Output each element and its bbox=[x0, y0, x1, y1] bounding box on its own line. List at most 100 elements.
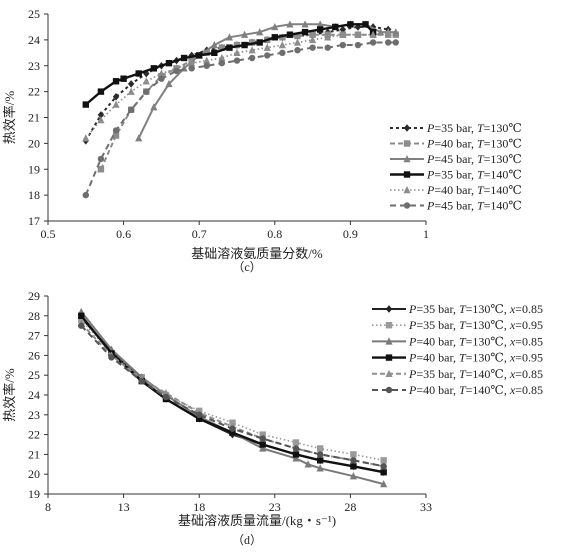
y-axis-label: 热效率/% bbox=[2, 368, 17, 422]
y-tick-label: 28 bbox=[28, 309, 40, 323]
series-6 bbox=[82, 39, 399, 199]
data-point bbox=[180, 54, 188, 62]
legend-entry: P=45 bar, T=130℃ bbox=[390, 152, 522, 166]
series-line bbox=[80, 315, 384, 474]
series-line bbox=[80, 311, 384, 486]
series-5 bbox=[82, 28, 392, 142]
data-point bbox=[301, 20, 309, 28]
data-point bbox=[97, 88, 105, 95]
legend-label: P=40 bar, T=140℃, x=0.85 bbox=[408, 383, 543, 397]
data-point bbox=[271, 22, 279, 31]
data-point bbox=[188, 59, 196, 67]
data-point bbox=[233, 41, 241, 49]
data-point bbox=[82, 101, 89, 108]
legend-entry: P=40 bar, T=130℃, x=0.85 bbox=[372, 334, 543, 348]
data-point bbox=[324, 44, 331, 51]
series-line bbox=[80, 317, 384, 474]
data-point bbox=[316, 451, 324, 458]
series-5 bbox=[77, 319, 388, 470]
x-tick-label: 33 bbox=[420, 500, 432, 514]
y-tick-label: 24 bbox=[28, 33, 40, 47]
data-point bbox=[108, 354, 115, 361]
legend-label: P=45 bar, T=130℃ bbox=[426, 152, 522, 166]
y-tick-label: 18 bbox=[28, 188, 40, 202]
chart-panel-c: 17 18 19 20 21 22 23 24 25 0.5 0.6 0.7 0.8 0.9 1 基础溶液氨质… bbox=[2, 7, 522, 274]
y-tick-label: 20 bbox=[28, 467, 40, 481]
data-point bbox=[157, 69, 165, 77]
y-tick-label: 23 bbox=[28, 59, 40, 73]
data-point bbox=[380, 469, 387, 476]
data-point bbox=[218, 53, 226, 62]
data-point bbox=[120, 75, 127, 82]
series-4 bbox=[78, 312, 387, 476]
y-tick-label: 23 bbox=[28, 408, 40, 422]
legend-marker bbox=[385, 369, 393, 377]
legend-marker bbox=[403, 155, 411, 163]
y-tick-label: 27 bbox=[28, 329, 40, 343]
data-point bbox=[196, 411, 203, 418]
data-point bbox=[138, 377, 145, 385]
legend-marker bbox=[403, 140, 411, 147]
y-tick-label: 24 bbox=[28, 388, 40, 402]
data-point bbox=[150, 65, 158, 72]
x-tick-label: 0.5 bbox=[41, 227, 56, 241]
legend-label: P=40 bar, T=130℃, x=0.95 bbox=[408, 351, 543, 365]
legend-label: P=40 bar, T=140℃ bbox=[426, 183, 522, 197]
data-point bbox=[384, 28, 392, 36]
data-point bbox=[279, 34, 286, 41]
series-line bbox=[99, 33, 396, 170]
legend-marker bbox=[403, 124, 411, 132]
legend-marker bbox=[385, 322, 393, 329]
data-point bbox=[225, 33, 234, 41]
data-point bbox=[316, 445, 324, 452]
x-tick-label: 18 bbox=[193, 500, 205, 514]
data-point bbox=[339, 41, 347, 49]
series-2 bbox=[97, 31, 399, 173]
data-point bbox=[203, 56, 211, 64]
data-point bbox=[196, 52, 203, 59]
y-axis-label: 热效率/% bbox=[2, 91, 17, 145]
data-point bbox=[369, 39, 377, 46]
panel-caption: （c） bbox=[232, 260, 261, 274]
legend-entry: P=45 bar, T=140℃ bbox=[390, 199, 522, 213]
x-tick-label: 0.6 bbox=[116, 227, 131, 241]
series-1 bbox=[78, 313, 387, 477]
data-point bbox=[309, 31, 316, 38]
data-point bbox=[158, 75, 165, 82]
legend-entry: P=35 bar, T=140℃ bbox=[390, 168, 522, 182]
data-point bbox=[377, 28, 385, 36]
data-point bbox=[339, 25, 347, 34]
legend-label: P=35 bar, T=140℃, x=0.85 bbox=[408, 367, 543, 381]
series-line bbox=[80, 319, 384, 462]
data-point bbox=[78, 322, 85, 329]
x-tick-label: 0.7 bbox=[192, 227, 207, 241]
data-point bbox=[362, 21, 369, 28]
series-6 bbox=[78, 322, 387, 470]
series-2 bbox=[78, 316, 387, 464]
data-point bbox=[316, 26, 324, 33]
x-tick-label: 13 bbox=[118, 500, 130, 514]
data-point bbox=[316, 20, 324, 28]
data-point bbox=[271, 34, 278, 41]
data-point bbox=[349, 472, 358, 480]
data-point bbox=[316, 457, 324, 464]
data-point bbox=[248, 54, 256, 62]
legend-entry: P=35 bar, T=140℃, x=0.85 bbox=[372, 367, 543, 381]
data-point bbox=[143, 69, 150, 78]
data-point bbox=[301, 28, 309, 36]
series-line bbox=[80, 325, 384, 468]
legend-entry: P=40 bar, T=130℃, x=0.95 bbox=[372, 351, 543, 365]
data-point bbox=[354, 41, 362, 49]
data-point bbox=[135, 70, 142, 77]
data-point bbox=[350, 463, 357, 470]
data-point bbox=[112, 127, 120, 134]
data-point bbox=[248, 46, 256, 54]
data-point bbox=[203, 49, 210, 57]
data-point bbox=[233, 57, 241, 64]
data-point bbox=[279, 49, 286, 57]
legend-marker bbox=[403, 202, 411, 209]
data-point bbox=[286, 31, 294, 38]
data-point bbox=[324, 33, 332, 41]
series-line bbox=[84, 41, 396, 196]
